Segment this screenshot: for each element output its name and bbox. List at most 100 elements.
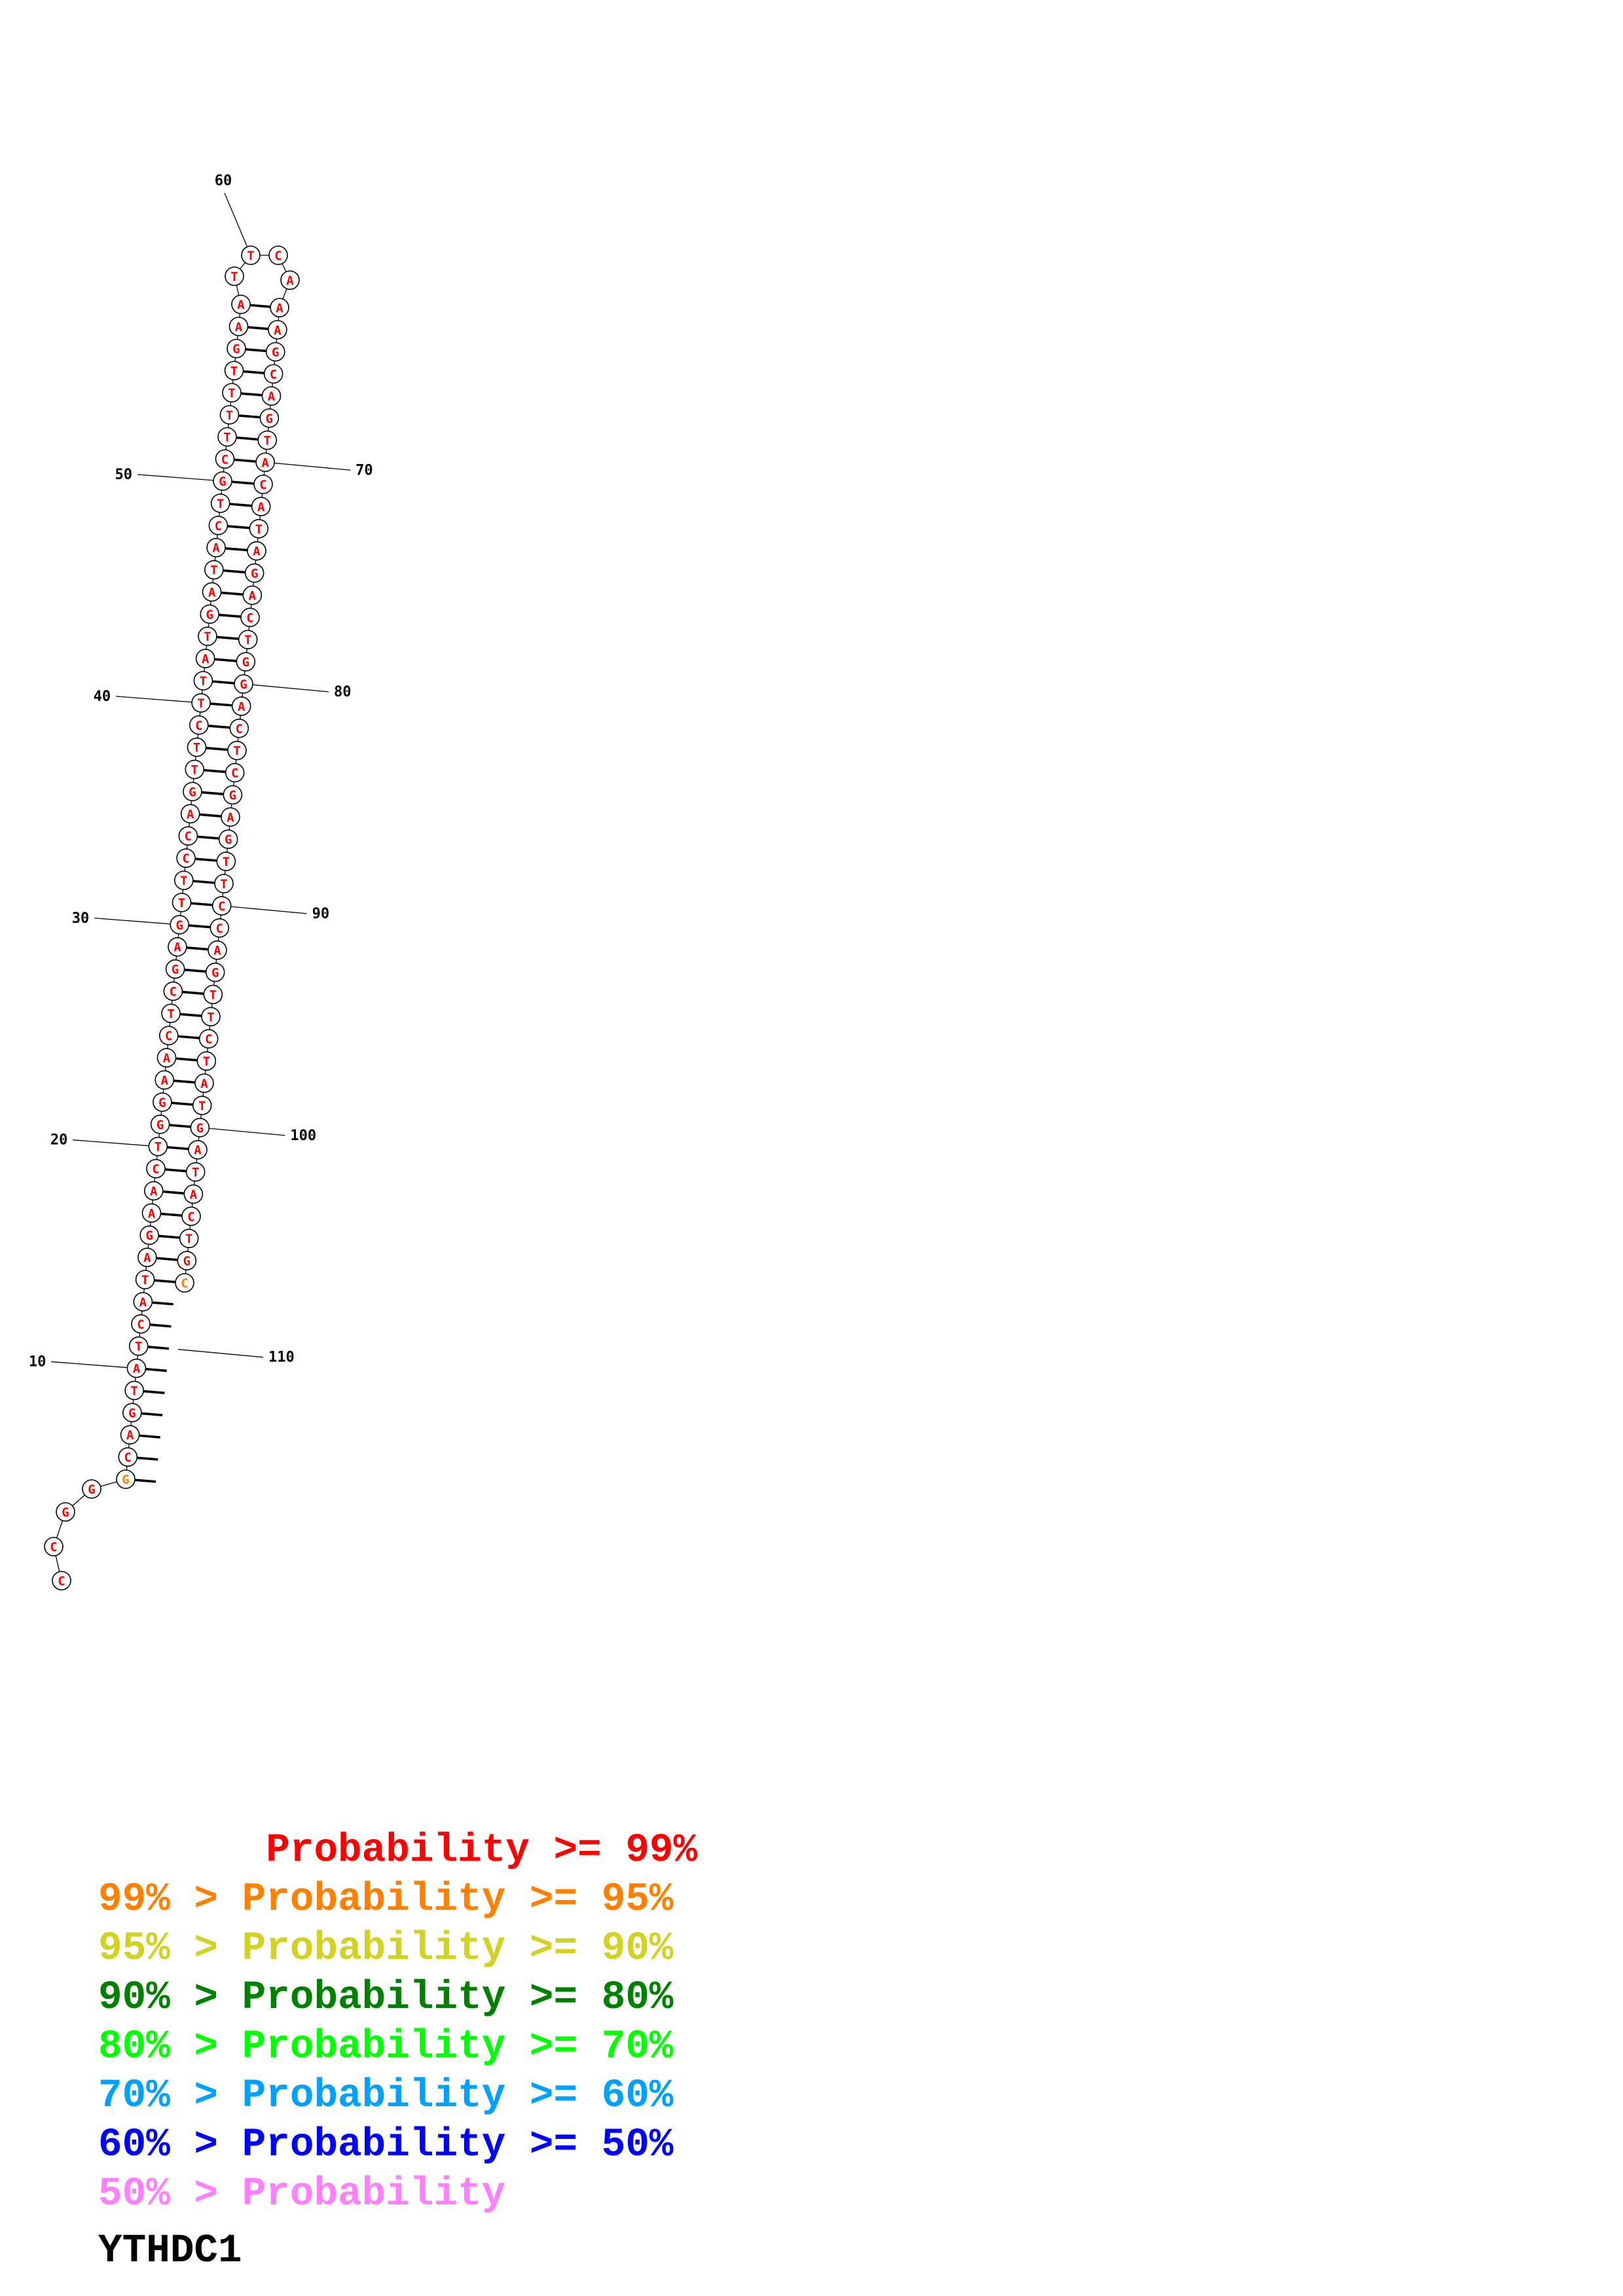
nucleotide-letter: A: [235, 320, 243, 334]
nucleotide-circle: [190, 1117, 210, 1138]
legend-entry: 95% > Probability >= 90%: [98, 1926, 674, 1971]
nucleotide-letter: T: [223, 431, 230, 445]
nucleotide-letter: C: [124, 1450, 132, 1465]
nucleotide-circle: [163, 981, 183, 1001]
nucleotide: G: [200, 604, 220, 624]
nucleotide-circle: [236, 652, 256, 672]
nucleotide-circle: [173, 870, 194, 890]
nucleotide: T: [192, 1096, 212, 1115]
nucleotide-circle: [153, 1092, 172, 1112]
position-label: 30: [72, 910, 90, 927]
nucleotide: A: [270, 298, 289, 317]
nucleotide: A: [280, 270, 300, 290]
nucleotide-letter: G: [183, 1254, 191, 1268]
nucleotide-letter: C: [259, 478, 266, 492]
nucleotide-circle: [188, 1139, 208, 1160]
base-pair-bond: [145, 1367, 167, 1372]
nucleotide: G: [139, 1225, 159, 1246]
nucleotide: A: [231, 696, 251, 716]
nucleotide-letter: C: [58, 1574, 65, 1588]
nucleotide: A: [126, 1358, 147, 1378]
nucleotide-letter: G: [128, 1406, 136, 1420]
nucleotide: C: [211, 896, 232, 916]
position-tick: [200, 1127, 285, 1136]
nucleotide-circle: [158, 1026, 179, 1046]
nucleotide-circle: [172, 893, 192, 912]
nucleotide-letter: T: [255, 522, 263, 537]
nucleotide-circle: [44, 1537, 64, 1556]
legend-entry: 99% > Probability >= 95%: [98, 1877, 674, 1922]
nucleotide-letter: G: [62, 1505, 69, 1520]
nucleotide-letter: A: [268, 389, 276, 404]
nucleotide-letter: A: [261, 456, 269, 470]
nucleotide-circle: [146, 1158, 166, 1179]
nucleotide-letter: T: [247, 249, 254, 263]
nucleotide-circle: [135, 1270, 155, 1289]
nucleotide-layer: CCGGGCAGTATCATAGAACTGGAACTCGAGTTCCAGTTCT…: [44, 245, 300, 1590]
nucleotide: G: [82, 1479, 101, 1499]
position-tick: [265, 461, 351, 471]
base-pair-bond: [225, 547, 248, 552]
nucleotide-letter: T: [223, 855, 230, 869]
nucleotide-letter: G: [175, 918, 183, 933]
nucleotide: A: [247, 541, 266, 561]
probability-legend: Probability >= 99% 99% > Probability >= 9…: [98, 1826, 697, 2219]
base-pair-bond: [141, 1412, 163, 1416]
nucleotide: G: [177, 1251, 197, 1270]
nucleotide-letter: G: [172, 963, 179, 977]
nucleotide-letter: A: [274, 323, 282, 338]
nucleotide-circle: [150, 1114, 170, 1134]
nucleotide-letter: A: [143, 1251, 151, 1265]
base-pair-bond: [243, 370, 264, 374]
nucleotide-letter: G: [242, 655, 249, 670]
nucleotide-circle: [183, 1184, 204, 1204]
base-pair-bond: [208, 725, 230, 729]
nucleotide-circle: [224, 361, 244, 381]
nucleotide-letter: G: [158, 1096, 166, 1110]
nucleotide-circle: [251, 497, 271, 516]
base-pair-bond: [175, 1057, 198, 1062]
nucleotide-circle: [228, 316, 249, 336]
nucleotide-letter: C: [195, 719, 202, 733]
base-pair-bond: [240, 392, 263, 397]
base-pair-bond: [152, 1301, 173, 1306]
position-label: 40: [94, 689, 111, 705]
base-pair-bond: [247, 326, 269, 331]
nucleotide-circle: [210, 918, 230, 938]
nucleotide-letter: T: [210, 988, 217, 1002]
nucleotide: C: [253, 475, 273, 494]
base-pair-bond: [214, 658, 237, 662]
position-tick: [73, 1139, 158, 1147]
position-tick: [137, 474, 223, 482]
base-pair-layer: [134, 304, 271, 1483]
nucleotide: C: [263, 364, 283, 384]
base-pair-bond: [158, 1234, 180, 1239]
position-label: 90: [312, 906, 330, 922]
nucleotide-letter: A: [212, 541, 220, 556]
nucleotide: C: [181, 1206, 201, 1227]
position-label: 20: [50, 1132, 68, 1149]
base-pair-bond: [249, 304, 271, 308]
nucleotide-circle: [185, 1162, 206, 1182]
nucleotide-circle: [124, 1380, 144, 1401]
position-tick: [243, 683, 329, 692]
position-label: 110: [268, 1350, 295, 1366]
nucleotide: C: [158, 1026, 179, 1046]
nucleotide: C: [189, 715, 209, 735]
base-pair-bond: [173, 1079, 196, 1084]
base-pair-bond: [204, 768, 226, 774]
nucleotide-circle: [244, 563, 264, 583]
nucleotide-circle: [131, 1314, 151, 1334]
nucleotide-letter: C: [231, 766, 238, 781]
position-label: 50: [115, 467, 133, 483]
nucleotide-letter: G: [122, 1473, 129, 1487]
nucleotide: T: [148, 1136, 168, 1157]
nucleotide: A: [188, 1139, 208, 1160]
base-pair-bond: [186, 946, 209, 951]
nucleotide-letter: T: [197, 696, 204, 711]
base-pair-bond: [189, 924, 211, 929]
nucleotide: T: [173, 870, 194, 890]
nucleotide-circle: [225, 266, 244, 286]
nucleotide-letter: C: [215, 519, 222, 533]
